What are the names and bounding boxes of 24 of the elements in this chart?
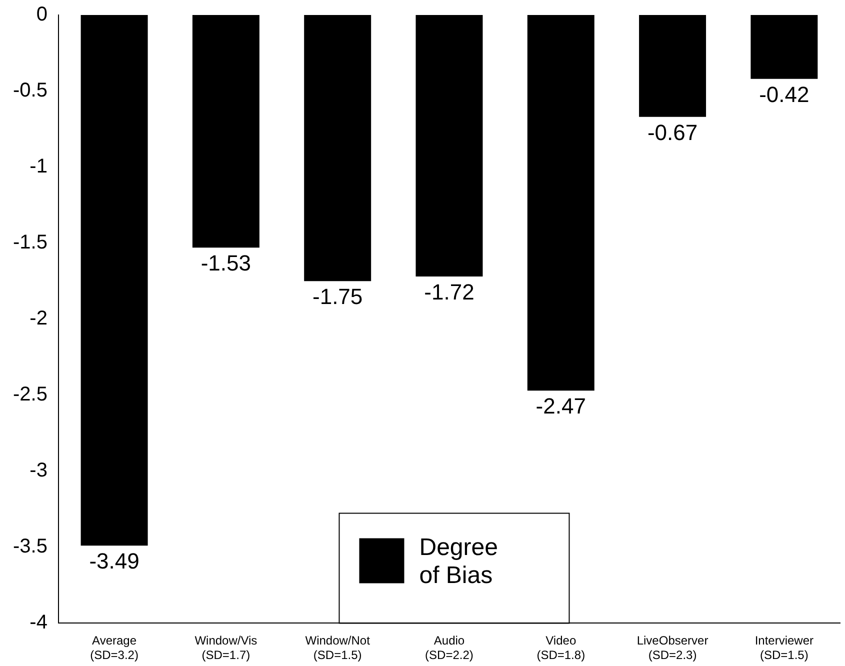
y-tick-label: -0.5	[12, 80, 48, 102]
y-tick-label: -4	[30, 612, 48, 634]
y-tick-label: 0	[36, 4, 48, 26]
data-label: -1.72	[424, 280, 474, 305]
y-tick-label: -2.5	[12, 384, 48, 406]
data-label: -3.49	[89, 548, 140, 574]
y-tick-label: -1.5	[12, 232, 48, 254]
legend-label: Degree of Bias	[419, 534, 498, 589]
data-label: -0.42	[759, 82, 810, 107]
data-label: -0.67	[647, 120, 698, 145]
x-tick-label: Interviewer (SD=1.5)	[754, 634, 814, 662]
x-tick-label: LiveObserver (SD=2.3)	[636, 634, 708, 662]
y-tick-label: -3.5	[12, 536, 48, 558]
data-label: -1.75	[312, 284, 363, 310]
x-tick-label: Video (SD=1.8)	[536, 634, 586, 662]
data-label: -2.47	[536, 394, 586, 419]
y-tick-label: -3	[30, 460, 48, 482]
y-tick-label: -2	[30, 308, 48, 330]
x-tick-label: Average (SD=3.2)	[90, 634, 138, 662]
x-tick-label: Audio (SD=2.2)	[425, 634, 474, 662]
y-tick-label: -1	[30, 156, 48, 178]
x-tick-label: Window/Not (SD=1.5)	[305, 634, 371, 662]
data-label: -1.53	[200, 250, 252, 276]
x-tick-label: Window/Vis (SD=1.7)	[194, 634, 258, 662]
